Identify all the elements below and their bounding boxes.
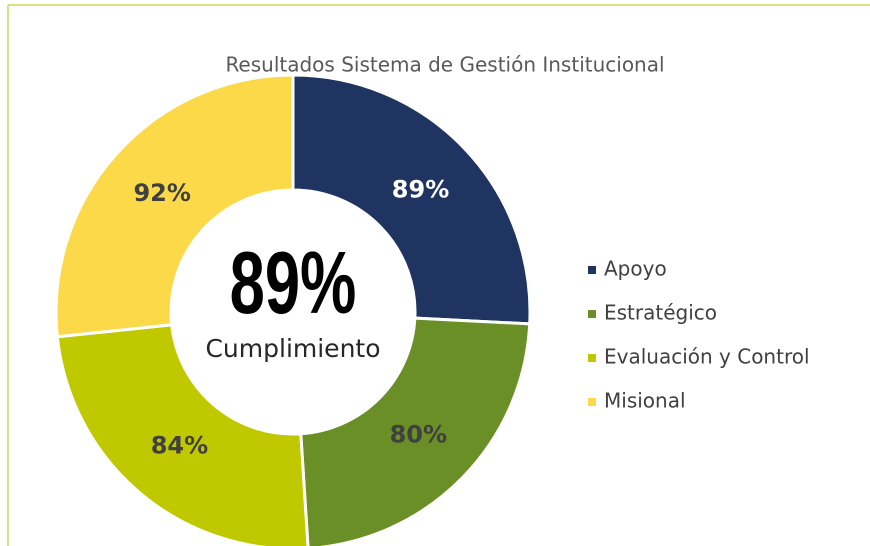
chart-title: Resultados Sistema de Gestión Institucio…: [225, 53, 664, 77]
legend-label: Misional: [604, 389, 686, 413]
center-sublabel: Cumplimiento: [205, 334, 380, 363]
legend-swatch: [588, 354, 596, 362]
legend-swatch: [588, 310, 596, 318]
legend-label: Apoyo: [604, 257, 667, 281]
legend-swatch: [588, 398, 596, 406]
data-label: 92%: [133, 179, 190, 207]
donut-slice: [54, 73, 295, 339]
data-label: 84%: [151, 431, 208, 459]
donut-slice: [299, 316, 532, 546]
center-label: 89%: [230, 235, 357, 333]
legend-label: Estratégico: [604, 301, 717, 325]
data-label: 89%: [392, 176, 449, 204]
legend-swatch: [588, 266, 596, 274]
donut-slice: [291, 73, 532, 326]
data-label: 80%: [390, 421, 447, 449]
legend-label: Evaluación y Control: [604, 345, 810, 369]
donut-slice: [55, 323, 310, 546]
